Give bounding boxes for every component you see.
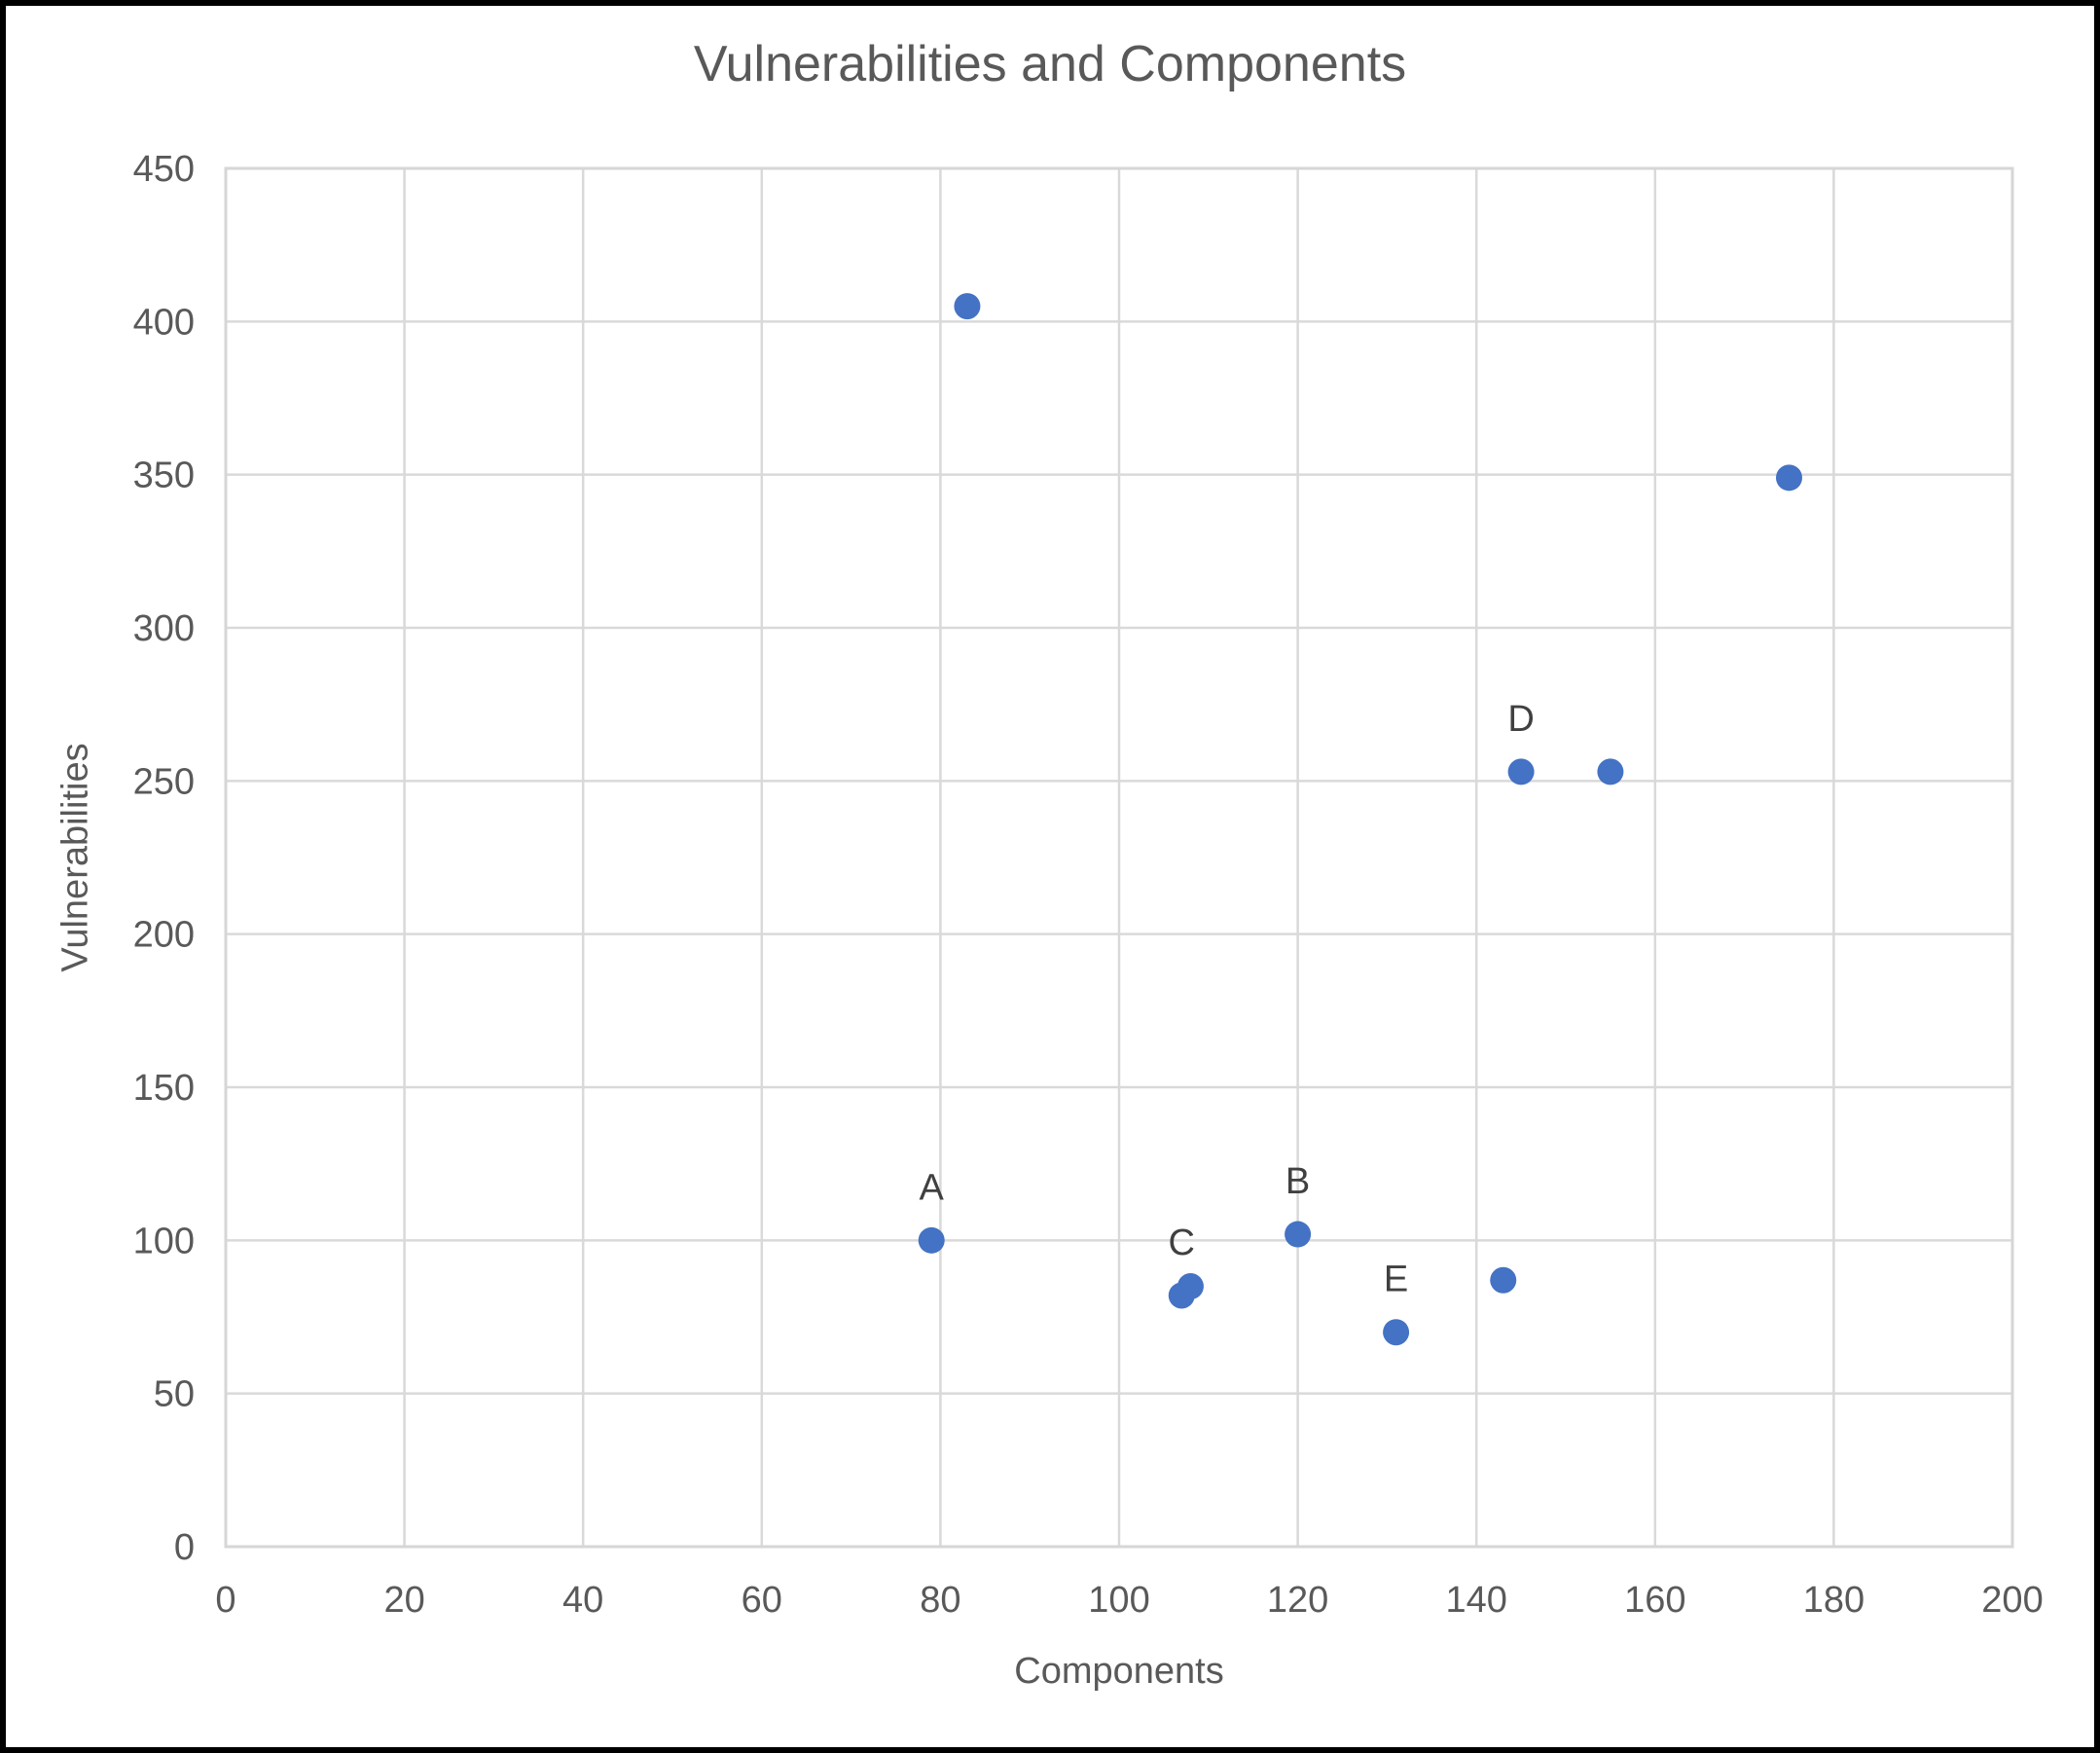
x-tick-label: 0 (215, 1580, 235, 1621)
y-tick-label: 300 (133, 608, 195, 649)
data-point (1776, 464, 1802, 492)
x-axis-title: Components (1014, 1651, 1224, 1692)
chart-title: Vulnerabilities and Components (693, 36, 1407, 92)
x-tick-label: 40 (562, 1580, 603, 1621)
y-tick-label: 450 (133, 149, 195, 190)
y-tick-label: 0 (174, 1527, 195, 1568)
x-tick-label: 100 (1088, 1580, 1149, 1621)
x-tick-label: 60 (742, 1580, 782, 1621)
data-point-label: D (1507, 699, 1534, 740)
scatter-plot: 0 50 100 150 200 250 300 350 400 450 0 20 40 60 80 100 1… (133, 149, 2044, 1621)
data-point (1285, 1221, 1312, 1248)
y-tick-label: 350 (133, 456, 195, 496)
data-point-label: C (1169, 1223, 1195, 1263)
x-tick-label: 200 (1981, 1580, 2043, 1621)
y-tick-label: 50 (154, 1374, 195, 1415)
y-tick-label: 100 (133, 1221, 195, 1261)
y-tick-label: 150 (133, 1068, 195, 1109)
x-tick-label: 20 (383, 1580, 424, 1621)
data-point-label: E (1384, 1260, 1408, 1300)
x-tick-label: 80 (920, 1580, 960, 1621)
y-tick-label: 400 (133, 302, 195, 343)
data-point (918, 1226, 945, 1254)
data-point (1490, 1266, 1517, 1294)
y-tick-label: 250 (133, 761, 195, 802)
plot-border (224, 166, 2014, 1549)
y-axis-title: Vulnerabilities (54, 743, 96, 972)
data-point (954, 293, 981, 320)
data-point-label: A (920, 1167, 945, 1208)
x-tick-label: 160 (1624, 1580, 1685, 1621)
x-tick-label: 140 (1445, 1580, 1506, 1621)
x-tick-label: 180 (1803, 1580, 1865, 1621)
data-point-label: B (1285, 1161, 1310, 1202)
data-point (1597, 758, 1624, 785)
data-point (1177, 1273, 1204, 1300)
data-point (1383, 1319, 1410, 1346)
y-tick-label: 200 (133, 915, 195, 956)
x-tick-label: 120 (1267, 1580, 1328, 1621)
data-point (1507, 758, 1535, 785)
